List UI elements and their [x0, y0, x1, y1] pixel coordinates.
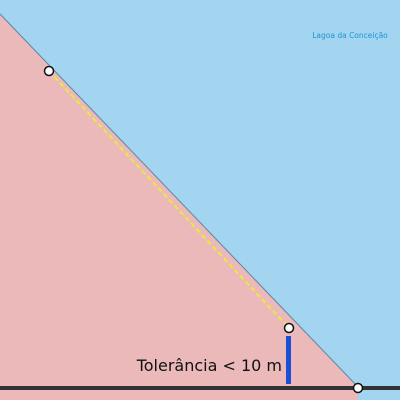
vertex-circle-icon[interactable]	[285, 324, 294, 333]
tolerance-bar-icon	[286, 336, 291, 384]
lake-label: Lagoa da Conceição	[300, 31, 400, 40]
vertex-circle-icon[interactable]	[45, 67, 54, 76]
vertex-circle-icon[interactable]	[354, 384, 363, 393]
tolerance-label: Tolerância < 10 m	[120, 356, 282, 375]
road-line	[0, 386, 400, 390]
